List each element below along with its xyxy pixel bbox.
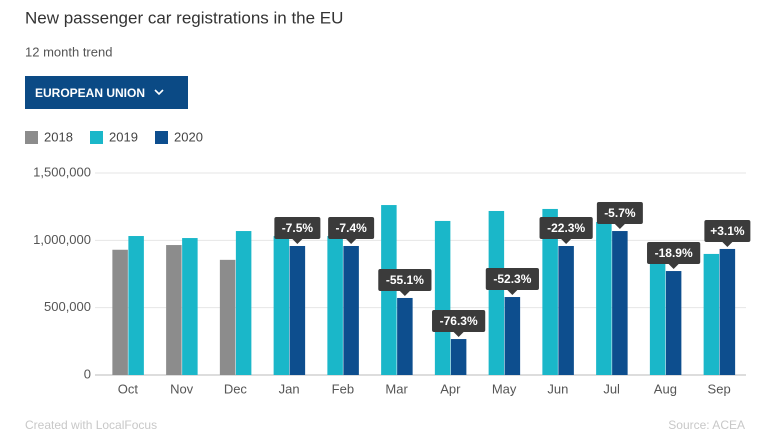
bar [612, 231, 628, 375]
legend-swatch [155, 131, 168, 144]
bar [596, 222, 612, 375]
bar [488, 210, 505, 375]
bar [434, 220, 451, 375]
bar [397, 297, 413, 375]
bar [128, 236, 144, 375]
annotation-pointer [668, 264, 679, 270]
chevron-icon [154, 89, 164, 96]
annotation-box [328, 216, 375, 239]
y-tick-label: 1,000,000 [33, 232, 91, 247]
annotation-label: -55.1% [386, 273, 424, 287]
bar [166, 245, 182, 375]
x-tick-label: Oct [118, 381, 139, 396]
legend-label: 2020 [174, 129, 203, 144]
dropdown-label: EUROPEAN UNION [35, 85, 146, 100]
x-tick-label: Nov [170, 381, 194, 396]
annotation-pointer [292, 238, 303, 244]
annotation-box [485, 268, 539, 291]
bar [665, 271, 682, 375]
legend-swatch [90, 131, 103, 144]
legend-swatch [25, 131, 38, 144]
y-tick-label: 1,500,000 [33, 164, 91, 179]
legend-label: 2019 [109, 129, 138, 144]
x-tick-label: Jun [547, 381, 568, 396]
credit: Created with LocalFocus [25, 418, 157, 432]
x-tick-label: Feb [332, 381, 354, 396]
annotation-label: -5.7% [604, 206, 636, 220]
annotation-pointer [614, 224, 625, 230]
bar [504, 297, 521, 375]
bar [273, 236, 290, 375]
legend-label: 2018 [44, 129, 73, 144]
bar [343, 245, 359, 375]
x-tick-label: Mar [385, 381, 408, 396]
x-tick-label: Jan [279, 381, 300, 396]
bar [558, 245, 574, 375]
x-tick-label: May [492, 381, 517, 396]
annotation-box [596, 202, 643, 225]
x-tick-label: Jul [603, 381, 620, 396]
y-tick-label: 500,000 [44, 299, 91, 314]
annotation-pointer [399, 290, 410, 296]
annotation-label: -7.4% [335, 221, 367, 235]
bar [719, 248, 736, 375]
x-tick-label: Dec [224, 381, 248, 396]
annotation-box [378, 268, 432, 291]
bar [112, 249, 128, 375]
bar [327, 236, 343, 375]
annotation-label: -7.5% [282, 221, 314, 235]
annotation-pointer [507, 290, 518, 296]
bar [219, 259, 236, 375]
annotation-label: -18.9% [655, 246, 693, 260]
bar [235, 231, 252, 375]
bar [450, 339, 467, 375]
x-tick-label: Sep [708, 381, 731, 396]
annotation-box [274, 216, 321, 239]
annotation-label: -76.3% [440, 314, 478, 328]
x-tick-label: Apr [440, 381, 461, 396]
annotation-box [704, 219, 751, 242]
annotation-pointer [346, 238, 357, 244]
chart-subtitle: 12 month trend [25, 44, 112, 59]
y-tick-label: 0 [84, 366, 91, 381]
annotation-pointer [453, 332, 464, 338]
source: Source: ACEA [668, 418, 745, 432]
chart-title: New passenger car registrations in the E… [25, 8, 343, 27]
annotation-box [647, 242, 701, 265]
annotation-pointer [561, 238, 572, 244]
annotation-box [432, 310, 486, 333]
annotation-pointer [722, 241, 733, 247]
annotation-label: +3.1% [710, 224, 745, 238]
bar [703, 253, 720, 375]
x-tick-label: Aug [654, 381, 677, 396]
annotation-box [539, 216, 593, 239]
bar [289, 245, 306, 375]
bar [542, 208, 558, 375]
bar [182, 238, 198, 375]
annotation-label: -22.3% [547, 221, 585, 235]
annotation-label: -52.3% [493, 272, 531, 286]
region-dropdown[interactable]: EUROPEAN UNION [25, 76, 188, 109]
bar [649, 246, 666, 375]
